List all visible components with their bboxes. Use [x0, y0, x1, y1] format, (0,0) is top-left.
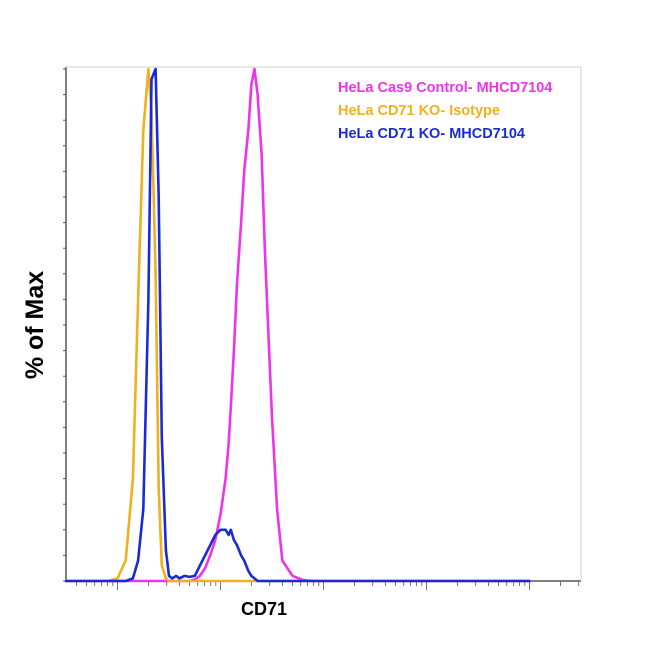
series-line-2 — [64, 67, 531, 583]
x-axis-label: CD71 — [241, 599, 287, 619]
x-axis-ticks — [76, 581, 580, 590]
series-line-3 — [64, 67, 531, 583]
legend-entry-1: HeLa Cas9 Control- MHCD7104 — [338, 80, 552, 96]
series-layer — [64, 67, 531, 583]
legend: HeLa Cas9 Control- MHCD7104 HeLa CD71 KO-… — [338, 80, 552, 142]
series-line-1 — [64, 67, 531, 583]
y-axis-label: % of Max — [21, 271, 49, 379]
legend-entry-2: HeLa CD71 KO- Isotype — [338, 103, 500, 119]
legend-entry-3: HeLa CD71 KO- MHCD7104 — [338, 126, 525, 142]
y-axis-ticks — [63, 68, 66, 582]
